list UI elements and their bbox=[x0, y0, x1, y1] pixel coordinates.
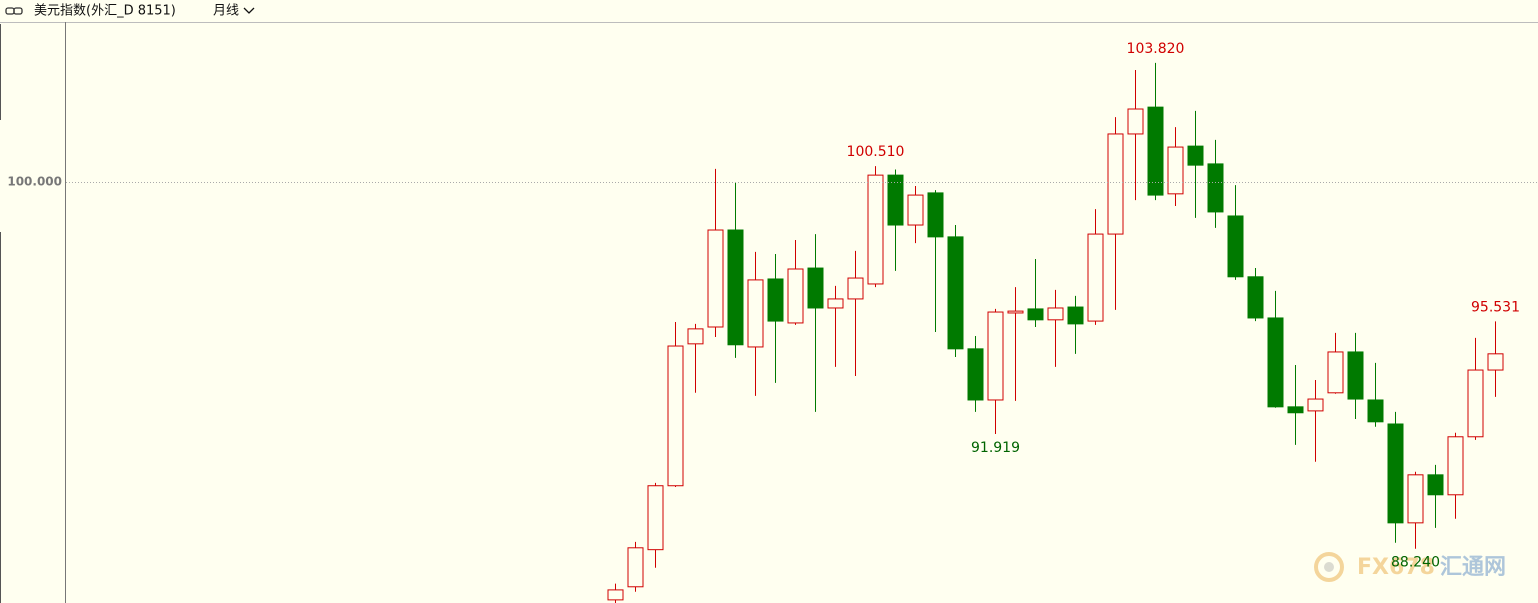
candle-body bbox=[1347, 351, 1364, 400]
candle-body bbox=[1087, 233, 1104, 322]
candle-body bbox=[787, 268, 804, 324]
header-title: 美元指数(外汇_D 8151) bbox=[34, 4, 176, 19]
high-label: 103.820 bbox=[1127, 41, 1185, 57]
candle-body bbox=[927, 192, 944, 238]
candle-body bbox=[907, 194, 924, 226]
candle-body bbox=[827, 298, 844, 309]
candle-body bbox=[607, 589, 624, 601]
low-label: 91.919 bbox=[971, 440, 1020, 456]
candle-body bbox=[667, 345, 684, 487]
link-icon bbox=[5, 7, 23, 15]
high-label: 100.510 bbox=[847, 144, 905, 160]
header-bar bbox=[0, 0, 1538, 22]
high-label: 95.531 bbox=[1471, 299, 1520, 315]
candle-body bbox=[1467, 369, 1484, 438]
candle-body bbox=[1227, 215, 1244, 278]
period-selector[interactable]: 月线 bbox=[213, 4, 239, 19]
candle-body bbox=[1387, 423, 1404, 524]
period-chevron[interactable] bbox=[243, 7, 255, 14]
candle-body bbox=[1167, 146, 1184, 195]
candle-body bbox=[807, 267, 824, 309]
candle-body bbox=[1487, 353, 1504, 371]
candle-body bbox=[1007, 310, 1024, 314]
candle-body bbox=[1307, 398, 1324, 412]
candle-body bbox=[1187, 145, 1204, 166]
candle-body bbox=[727, 229, 744, 346]
candle-body bbox=[767, 278, 784, 322]
candle-body bbox=[1207, 163, 1224, 213]
plot-area bbox=[607, 62, 1504, 603]
candle-body bbox=[687, 328, 704, 345]
candle-body bbox=[1127, 108, 1144, 135]
candle-body bbox=[647, 485, 664, 551]
candle-body bbox=[967, 348, 984, 401]
candle-body bbox=[867, 174, 884, 285]
candle-body bbox=[707, 229, 724, 328]
candle-body bbox=[1427, 474, 1444, 496]
candle-body bbox=[1107, 133, 1124, 235]
candle-body bbox=[1067, 306, 1084, 325]
candle-body bbox=[887, 174, 904, 226]
candle-body bbox=[1147, 106, 1164, 196]
candle-body bbox=[1247, 276, 1264, 319]
candle-body bbox=[1027, 308, 1044, 321]
candle-body bbox=[987, 311, 1004, 401]
y-tick-label: 100.000 bbox=[7, 174, 62, 188]
watermark: FX678 汇通网 bbox=[1314, 552, 1506, 582]
watermark-text: FX678 bbox=[1357, 555, 1435, 580]
candle-body bbox=[1407, 474, 1424, 524]
candle-body bbox=[1447, 436, 1464, 496]
low-label: 88.240 bbox=[1391, 555, 1440, 571]
candle-body bbox=[1267, 317, 1284, 408]
candle-body bbox=[847, 277, 864, 300]
candle-body bbox=[1367, 399, 1384, 423]
candle-body bbox=[627, 547, 644, 588]
candle-body bbox=[747, 279, 764, 348]
candle-body bbox=[1047, 307, 1064, 321]
candle-body bbox=[947, 236, 964, 350]
candle-body bbox=[1287, 406, 1304, 414]
watermark-text: 汇通网 bbox=[1440, 555, 1506, 580]
candle-body bbox=[1327, 351, 1344, 394]
